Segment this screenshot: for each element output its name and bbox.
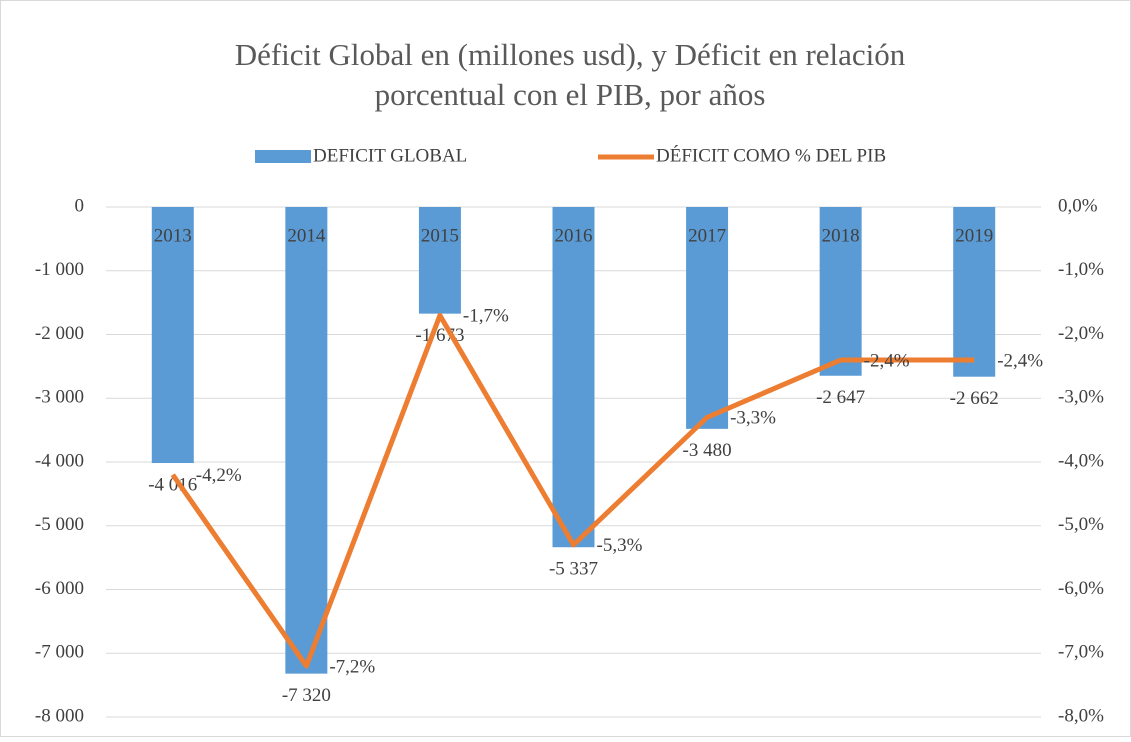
bar-value-label: -5 337: [549, 559, 598, 580]
y2-tick-label: -8,0%: [1058, 705, 1104, 726]
legend-label: DEFICIT GLOBAL: [313, 145, 467, 166]
y2-tick-label: -3,0%: [1058, 387, 1104, 408]
y-tick-label: -6 000: [35, 578, 84, 599]
line-value-label: -5,3%: [597, 535, 643, 556]
y-tick-label: -7 000: [35, 642, 84, 663]
y2-tick-label: -6,0%: [1058, 578, 1104, 599]
bar-value-label: -2 647: [816, 387, 865, 408]
line-value-label: -1,7%: [463, 306, 509, 327]
y-tick-label: -3 000: [35, 387, 84, 408]
x-tick-label: 2015: [421, 225, 459, 246]
y-tick-label: -5 000: [35, 514, 84, 535]
y-tick-label: -2 000: [35, 323, 84, 344]
bar: [686, 207, 729, 429]
bar: [953, 207, 996, 377]
line-value-label: -7,2%: [329, 656, 375, 677]
line-value-label: -4,2%: [196, 465, 242, 486]
x-tick-label: 2014: [287, 225, 326, 246]
bar: [285, 207, 328, 674]
y-tick-label: -1 000: [35, 259, 84, 280]
bar: [819, 207, 862, 376]
y2-tick-label: -1,0%: [1058, 259, 1104, 280]
y2-tick-label: 0,0%: [1058, 195, 1098, 216]
y-tick-label: 0: [75, 195, 85, 216]
x-tick-label: 2019: [955, 225, 993, 246]
bar: [151, 207, 194, 464]
line-value-label: -2,4%: [864, 350, 910, 371]
y2-tick-label: -7,0%: [1058, 642, 1104, 663]
y-tick-label: -4 000: [35, 450, 84, 471]
line-value-label: -2,4%: [997, 350, 1043, 371]
y-tick-label: -8 000: [35, 705, 84, 726]
line: [170, 312, 975, 669]
x-tick-label: 2017: [688, 225, 726, 246]
y2-tick-label: -2,0%: [1058, 323, 1104, 344]
bar-value-label: -2 662: [950, 388, 999, 409]
x-tick-label: 2018: [822, 225, 860, 246]
bar-value-label: -3 480: [683, 440, 732, 461]
legend-label: DÉFICIT COMO % DEL PIB: [656, 144, 886, 166]
bar: [418, 207, 461, 314]
y2-tick-label: -4,0%: [1058, 450, 1104, 471]
bar-value-label: -7 320: [282, 685, 331, 706]
chart-title: porcentual con el PIB, por años: [375, 77, 766, 112]
chart-title: Déficit Global en (millones usd), y Défi…: [235, 37, 906, 72]
x-tick-label: 2016: [555, 225, 593, 246]
line-value-label: -3,3%: [730, 408, 776, 429]
bar: [552, 207, 595, 548]
legend-swatch: [255, 150, 311, 163]
x-tick-label: 2013: [154, 225, 192, 246]
y2-tick-label: -5,0%: [1058, 514, 1104, 535]
